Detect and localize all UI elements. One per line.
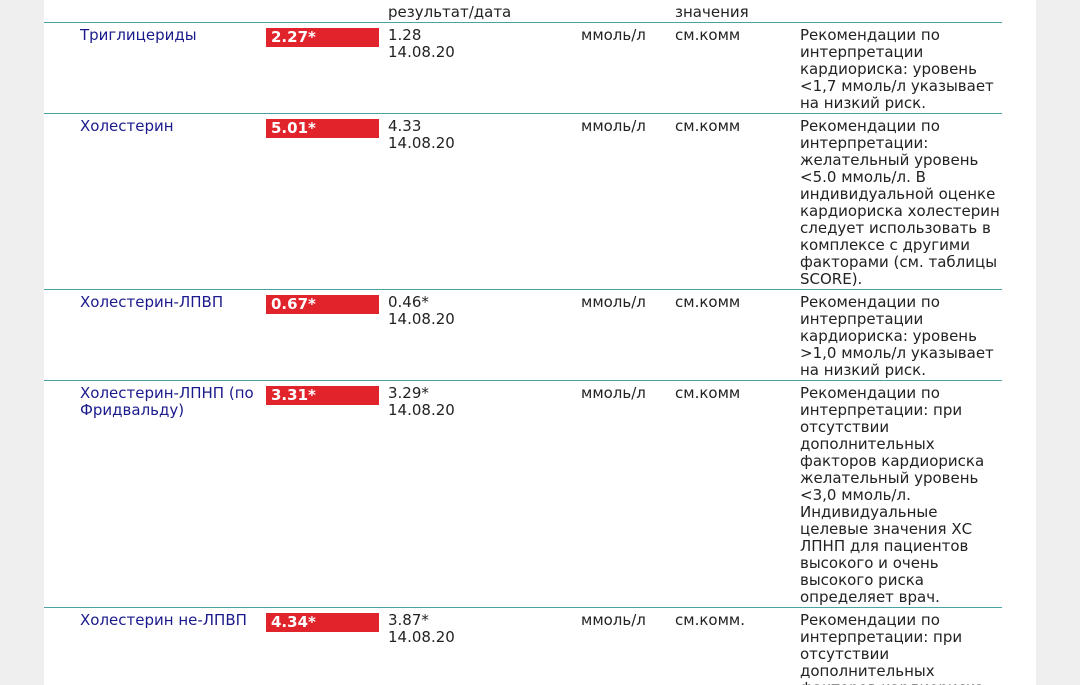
comment-line: Индивидуальные <box>800 503 938 521</box>
result-value: 5.01* <box>266 119 379 138</box>
unit: ммоль/л <box>581 384 646 402</box>
test-name: Триглицериды <box>80 26 197 44</box>
table-row: Холестерин не-ЛПВП 4.34* 3.87* 14.08.20 ммол… <box>44 608 1002 685</box>
comment-line: интерпретации: <box>800 134 929 152</box>
previous-date: 14.08.20 <box>388 134 455 152</box>
comment-line: дополнительных <box>800 435 935 453</box>
table-body: Триглицериды 2.27* 1.28 14.08.20 ммоль/л см.к… <box>44 23 1002 685</box>
test-name: Холестерин-ЛПНП (по Фридвальду) <box>80 384 254 419</box>
comment-line: факторов кардиориска <box>800 452 985 470</box>
comment-line: ЛПНП для пациентов <box>800 537 969 555</box>
previous-value: 3.29* <box>388 384 429 402</box>
report: результат/дата значения Триглицериды 2.27… <box>44 0 1036 685</box>
comment-line: интерпретации <box>800 43 924 61</box>
comment: Рекомендации по интерпретации кардиориска:… <box>800 294 1000 379</box>
table-row: Триглицериды 2.27* 1.28 14.08.20 ммоль/л см.к… <box>44 23 1002 114</box>
unit: ммоль/л <box>581 26 646 44</box>
reference: см.комм <box>675 293 741 311</box>
table-row: Холестерин-ЛПНП (по Фридвальду) 3.31* 3.29… <box>44 381 1002 608</box>
comment-line: определяет врач. <box>800 588 940 606</box>
reference: см.комм. <box>675 611 745 629</box>
comment-line: следует использовать в <box>800 219 991 237</box>
previous-value: 4.33 <box>388 117 422 135</box>
comment-line: Рекомендации по <box>800 26 940 44</box>
table-header: результат/дата значения <box>44 0 1002 23</box>
comment-line: интерпретации: при <box>800 401 963 419</box>
comment-line: на низкий риск. <box>800 361 926 379</box>
unit: ммоль/л <box>581 293 646 311</box>
comment-line: комплексе с другими <box>800 236 970 254</box>
result-value: 2.27* <box>266 28 379 47</box>
result-value: 3.31* <box>266 386 379 405</box>
previous-date: 14.08.20 <box>388 43 455 61</box>
result-value: 4.34* <box>266 613 379 632</box>
previous-result: 3.29* 14.08.20 <box>388 385 455 419</box>
comment-line: высокого риска <box>800 571 924 589</box>
reference: см.комм <box>675 26 741 44</box>
comment-line: на низкий риск. <box>800 94 926 112</box>
comment-line: кардиориска: уровень <box>800 60 977 78</box>
comment: Рекомендации по интерпретации: желательный… <box>800 118 1000 288</box>
comment-line: целевые значения ХС <box>800 520 973 538</box>
comment-line: дополнительных <box>800 662 935 680</box>
reference: см.комм <box>675 117 741 135</box>
comment-line: интерпретации <box>800 310 924 328</box>
previous-value: 3.87* <box>388 611 429 629</box>
test-name: Холестерин не-ЛПВП <box>80 611 247 629</box>
comment-line: отсутствии <box>800 645 890 663</box>
unit: ммоль/л <box>581 611 646 629</box>
previous-result: 1.28 14.08.20 <box>388 27 455 61</box>
previous-result: 3.87* 14.08.20 <box>388 612 455 646</box>
comment-line: <1,7 ммоль/л указывает <box>800 77 994 95</box>
previous-date: 14.08.20 <box>388 310 455 328</box>
comment-line: желательный уровень <box>800 469 979 487</box>
previous-value: 1.28 <box>388 26 422 44</box>
table-row: Холестерин-ЛПВП 0.67* 0.46* 14.08.20 ммоль/л… <box>44 290 1002 381</box>
comment-line: кардиориска: уровень <box>800 327 977 345</box>
comment-line: <3,0 ммоль/л. <box>800 486 911 504</box>
comment-line: Рекомендации по <box>800 611 940 629</box>
comment: Рекомендации по интерпретации кардиориска:… <box>800 27 1000 112</box>
comment-line: SCORE). <box>800 270 863 288</box>
comment-line: <5.0 ммоль/л. В <box>800 168 926 186</box>
comment: Рекомендации по интерпретации: при отсутст… <box>800 612 1000 685</box>
comment-line: высокого и очень <box>800 554 939 572</box>
comment-line: факторами (см. таблицы <box>800 253 998 271</box>
previous-result: 4.33 14.08.20 <box>388 118 455 152</box>
reference: см.комм <box>675 384 741 402</box>
comment-line: факторов кардиориска <box>800 680 1000 685</box>
comment-line: индивидуальной оценке <box>800 185 996 203</box>
header-cell: результат/дата <box>388 3 512 21</box>
comment-line: Рекомендации по <box>800 384 940 402</box>
comment-line: Рекомендации по <box>800 293 940 311</box>
header-cell: значения <box>675 3 749 21</box>
comment-line: Рекомендации по <box>800 117 940 135</box>
table-row: Холестерин 5.01* 4.33 14.08.20 ммоль/л см.ком… <box>44 114 1002 290</box>
previous-date: 14.08.20 <box>388 628 455 646</box>
comment-line: кардиориска холестерин <box>800 202 1000 220</box>
test-name: Холестерин <box>80 117 174 135</box>
comment-line: желательный уровень <box>800 151 979 169</box>
comment-line: интерпретации: при <box>800 628 963 646</box>
previous-date: 14.08.20 <box>388 401 455 419</box>
comment-line: отсутствии <box>800 418 890 436</box>
comment-line: >1,0 ммоль/л указывает <box>800 344 994 362</box>
previous-value: 0.46* <box>388 293 429 311</box>
result-value: 0.67* <box>266 295 379 314</box>
comment: Рекомендации по интерпретации: при отсутст… <box>800 385 1000 606</box>
test-name: Холестерин-ЛПВП <box>80 293 224 311</box>
unit: ммоль/л <box>581 117 646 135</box>
previous-result: 0.46* 14.08.20 <box>388 294 455 328</box>
